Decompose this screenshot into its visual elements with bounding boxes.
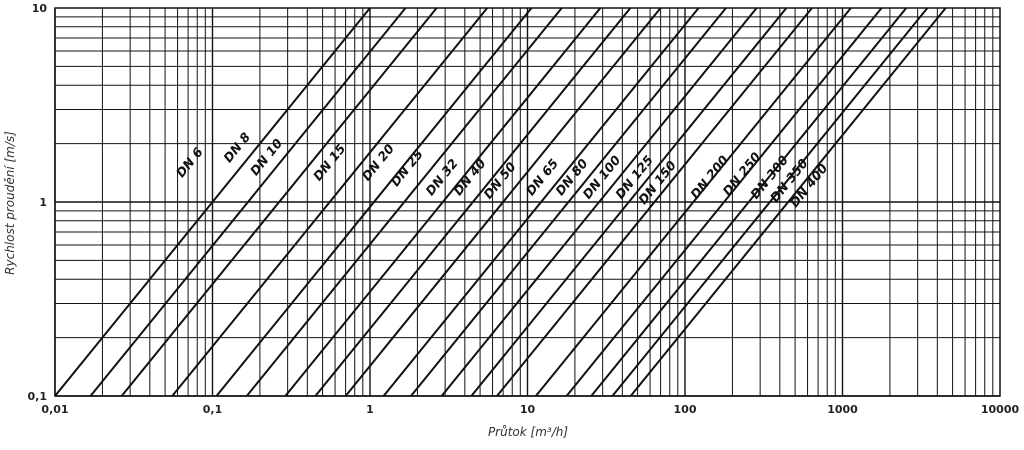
plot-border [54, 7, 1001, 397]
series-line-dn-300 [590, 8, 908, 396]
y-tick-label: 10 [32, 2, 48, 15]
x-tick-label: 10000 [981, 403, 1020, 416]
series-line-dn-100 [440, 8, 758, 396]
series-line-dn-50 [344, 8, 662, 396]
series-line-dn-200 [535, 8, 852, 396]
x-tick-label: 0,01 [41, 403, 68, 416]
y-tick-label: 1 [39, 196, 47, 209]
series-label-dn-15: DN 15 [310, 141, 349, 184]
series-line-dn-10 [120, 8, 438, 396]
series-line-dn-8 [89, 8, 407, 396]
series-line-dn-25 [245, 8, 563, 396]
series-line-dn-6 [55, 8, 371, 396]
series-line-dn-32 [284, 8, 602, 396]
series-line-dn-80 [410, 8, 727, 396]
x-axis-ticks: 0,01 0,1 1 10 100 1000 10000 [41, 403, 1019, 416]
series-line-dn-400 [629, 8, 947, 396]
x-tick-label: 100 [674, 403, 697, 416]
grid [54, 8, 1000, 397]
series-line-dn-40 [314, 8, 632, 396]
series-line-dn-250 [565, 8, 883, 396]
series-line-dn-350 [611, 8, 929, 396]
series-line-dn-150 [496, 8, 813, 396]
x-tick-label: 1000 [827, 403, 858, 416]
x-tick-label: 0,1 [203, 403, 223, 416]
series-line-dn-125 [470, 8, 788, 396]
y-axis-label: Rychlost proudění [m/s] [3, 131, 17, 275]
series-label-dn-10: DN 10 [247, 135, 286, 178]
series-line-dn-65 [382, 8, 700, 396]
y-axis-ticks: 0,1 1 10 [28, 2, 48, 403]
plot-frame [54, 7, 1001, 397]
x-tick-label: 1 [366, 403, 374, 416]
series-line-dn-15 [171, 8, 489, 396]
x-axis-label: Průtok [m³/h] [488, 425, 568, 439]
series-line-dn-20 [215, 8, 533, 396]
series-lines [55, 8, 947, 396]
x-tick-label: 10 [520, 403, 536, 416]
y-tick-label: 0,1 [28, 390, 48, 403]
series-label-dn-8: DN 8 [220, 129, 253, 165]
